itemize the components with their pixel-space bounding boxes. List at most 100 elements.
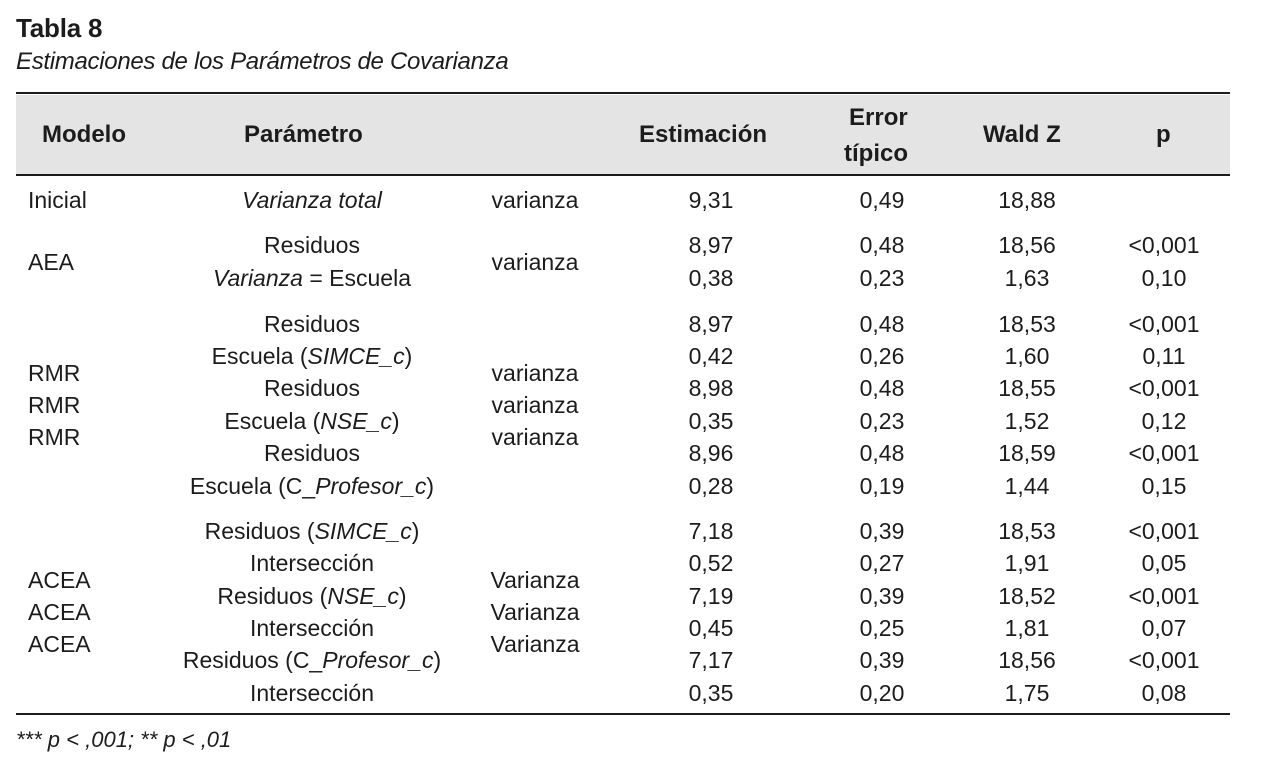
error-cell: 0,26 [859, 343, 905, 369]
estimacion-cell: 7,19 [688, 583, 734, 609]
wald-cell: 18,59 [998, 440, 1056, 466]
model-label: RMR [28, 392, 81, 418]
estimacion-cell: 0,35 [688, 680, 734, 706]
error-cell: 0,48 [859, 311, 905, 337]
wald-cell: 18,56 [998, 232, 1056, 258]
wald-cell: 1,63 [1004, 265, 1050, 291]
parameter-cell: Residuos [264, 440, 360, 466]
parameter-cell: Intersección [249, 615, 375, 641]
p-value-cell: 0,10 [1141, 265, 1187, 291]
param-type: varianza [491, 424, 579, 450]
wald-cell: 18,53 [998, 518, 1056, 544]
param-type: varianza [491, 360, 579, 386]
wald-cell: 1,81 [1004, 615, 1050, 641]
param-type: varianza [491, 187, 579, 213]
error-cell: 0,39 [859, 583, 905, 609]
table-caption: Estimaciones de los Parámetros de Covari… [16, 48, 509, 75]
p-value-cell: 0,15 [1141, 473, 1187, 499]
error-cell: 0,23 [859, 408, 905, 434]
p-value-cell: <0,001 [1128, 647, 1200, 673]
model-label: RMR [28, 424, 81, 450]
wald-cell: 1,44 [1004, 473, 1050, 499]
header-background [16, 95, 1230, 174]
p-value-cell: <0,001 [1128, 583, 1200, 609]
param-type: varianza [491, 249, 579, 275]
parameter-cell: Residuos [264, 311, 360, 337]
wald-cell: 18,56 [998, 647, 1056, 673]
estimacion-cell: 9,31 [688, 187, 734, 213]
header-parametro: Parámetro [244, 121, 363, 148]
parameter-cell: Residuos (NSE_c) [217, 583, 407, 609]
estimacion-cell: 0,28 [688, 473, 734, 499]
parameter-cell: Escuela (NSE_c) [224, 408, 400, 434]
estimacion-cell: 8,97 [688, 232, 734, 258]
header-error-line1: Error [849, 104, 908, 131]
parameter-cell: Residuos (C_Profesor_c) [182, 647, 442, 673]
wald-cell: 18,52 [998, 583, 1056, 609]
header-error-line2: típico [844, 140, 908, 167]
estimacion-cell: 0,35 [688, 408, 734, 434]
parameter-cell: Varianza = Escuela [213, 265, 411, 291]
estimacion-cell: 0,38 [688, 265, 734, 291]
table-footnote: *** p < ,001; ** p < ,01 [16, 727, 232, 752]
wald-cell: 18,88 [998, 187, 1056, 213]
model-label: RMR [28, 360, 81, 386]
wald-cell: 1,75 [1004, 680, 1050, 706]
parameter-cell: Residuos [264, 375, 360, 401]
header-modelo: Modelo [42, 121, 126, 148]
p-value-cell: <0,001 [1128, 232, 1200, 258]
wald-cell: 1,52 [1004, 408, 1050, 434]
param-type: Varianza [490, 567, 580, 593]
model-label: AEA [28, 249, 75, 275]
wald-cell: 1,91 [1004, 550, 1050, 576]
param-type: Varianza [490, 599, 580, 625]
param-type: Varianza [490, 631, 580, 657]
p-value-cell: 0,05 [1141, 550, 1187, 576]
estimacion-cell: 8,98 [688, 375, 734, 401]
error-cell: 0,27 [859, 550, 905, 576]
model-label: ACEA [28, 599, 91, 625]
parameter-cell: Escuela (SIMCE_c) [211, 343, 413, 369]
parameter-cell: Residuos (SIMCE_c) [204, 518, 420, 544]
header-rule [16, 174, 1230, 176]
model-label: Inicial [28, 187, 87, 213]
p-value-cell: 0,07 [1141, 615, 1187, 641]
parameter-cell: Residuos [264, 232, 360, 258]
error-cell: 0,25 [859, 615, 905, 641]
error-cell: 0,48 [859, 375, 905, 401]
model-label: ACEA [28, 567, 91, 593]
model-label: ACEA [28, 631, 91, 657]
error-cell: 0,39 [859, 647, 905, 673]
wald-cell: 18,53 [998, 311, 1056, 337]
estimacion-cell: 0,45 [688, 615, 734, 641]
estimacion-cell: 7,17 [688, 647, 734, 673]
p-value-cell: <0,001 [1128, 375, 1200, 401]
bottom-rule [16, 713, 1230, 715]
param-type: varianza [491, 392, 579, 418]
error-cell: 0,39 [859, 518, 905, 544]
parameter-cell: Intersección [249, 680, 375, 706]
error-cell: 0,23 [859, 265, 905, 291]
error-cell: 0,49 [859, 187, 905, 213]
error-cell: 0,19 [859, 473, 905, 499]
header-p: p [1156, 121, 1171, 148]
error-cell: 0,48 [859, 440, 905, 466]
p-value-cell: <0,001 [1128, 518, 1200, 544]
p-value-cell: 0,08 [1141, 680, 1187, 706]
parameter-cell: Escuela (C_Profesor_c) [189, 473, 435, 499]
top-rule [16, 92, 1230, 94]
wald-cell: 18,55 [998, 375, 1056, 401]
error-cell: 0,48 [859, 232, 905, 258]
estimacion-cell: 8,96 [688, 440, 734, 466]
wald-cell: 1,60 [1004, 343, 1050, 369]
estimacion-cell: 7,18 [688, 518, 734, 544]
estimacion-cell: 8,97 [688, 311, 734, 337]
header-estimacion: Estimación [639, 121, 768, 148]
error-cell: 0,20 [859, 680, 905, 706]
parameter-cell: Intersección [249, 550, 375, 576]
p-value-cell: 0,11 [1142, 343, 1186, 369]
p-value-cell: <0,001 [1128, 440, 1200, 466]
header-wald: Wald Z [983, 121, 1061, 148]
estimacion-cell: 0,42 [688, 343, 734, 369]
parameter-cell: Varianza total [242, 187, 382, 213]
